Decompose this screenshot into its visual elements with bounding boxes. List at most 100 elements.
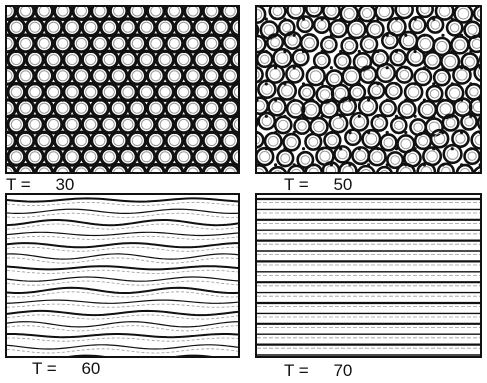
cell-junction bbox=[264, 147, 268, 151]
cell-junction bbox=[89, 147, 93, 151]
cell-inner bbox=[122, 54, 134, 66]
cell-ring bbox=[296, 15, 314, 34]
cell-ring bbox=[356, 164, 376, 172]
cell-ring bbox=[299, 33, 320, 53]
cell-junction bbox=[126, 17, 130, 21]
cell-junction bbox=[33, 17, 37, 21]
cell-junction bbox=[107, 49, 111, 54]
cell-inner bbox=[85, 151, 97, 163]
cell-inner bbox=[308, 136, 319, 147]
cell-junction bbox=[89, 114, 93, 118]
cell-junction bbox=[422, 98, 426, 102]
cell-inner bbox=[224, 37, 236, 49]
cell-junction bbox=[441, 130, 445, 135]
cell-inner bbox=[365, 133, 378, 145]
cell-inner bbox=[244, 103, 254, 113]
cell-junction bbox=[51, 49, 56, 54]
panel-t60-value: 60 bbox=[81, 359, 100, 378]
panel-t30-cells bbox=[7, 0, 257, 194]
wavy-stripe-halo bbox=[7, 303, 238, 308]
cell-junction bbox=[257, 66, 259, 70]
cell-ring bbox=[445, 18, 464, 37]
panel-t50-prefix: T = bbox=[284, 175, 309, 194]
cell-junction bbox=[136, 1, 139, 4]
cell-inner bbox=[271, 101, 283, 113]
cell-inner bbox=[418, 135, 429, 146]
cell-junction bbox=[163, 49, 167, 54]
cell-junction bbox=[339, 82, 343, 86]
cell-inner bbox=[113, 70, 125, 82]
cell-inner bbox=[427, 55, 438, 66]
cell-ring bbox=[295, 0, 312, 4]
cell-inner bbox=[282, 22, 292, 33]
cell-junction bbox=[61, 163, 65, 167]
cell-junction bbox=[329, 163, 333, 167]
cell-inner bbox=[477, 9, 480, 18]
cell-ring bbox=[138, 0, 155, 3]
cell-junction bbox=[367, 66, 371, 70]
cell-junction bbox=[79, 130, 83, 135]
cell-junction bbox=[117, 33, 121, 37]
cell-junction bbox=[246, 18, 249, 21]
cell-ring bbox=[282, 132, 302, 152]
cell-junction bbox=[469, 180, 472, 183]
cell-inner bbox=[337, 149, 348, 160]
cell-ring bbox=[101, 0, 118, 3]
cell-inner bbox=[75, 167, 87, 172]
cell-inner bbox=[160, 184, 170, 194]
cell-ring bbox=[175, 0, 192, 3]
cell-inner bbox=[206, 102, 218, 114]
cell-ring bbox=[453, 7, 474, 24]
cell-inner bbox=[444, 55, 457, 68]
cell-junction bbox=[348, 130, 352, 135]
cell-inner bbox=[29, 118, 41, 130]
cell-inner bbox=[150, 135, 162, 147]
cell-inner bbox=[94, 135, 106, 147]
cell-junction bbox=[330, 1, 333, 4]
cell-junction bbox=[414, 180, 417, 183]
cell-junction bbox=[42, 130, 46, 135]
cell-junction bbox=[70, 49, 74, 54]
wavy-stripe-halo bbox=[7, 348, 238, 354]
cell-junction bbox=[135, 33, 139, 37]
cell-junction bbox=[321, 180, 324, 183]
cell-inner bbox=[206, 167, 218, 172]
cell-ring bbox=[468, 97, 480, 117]
cell-junction bbox=[219, 147, 223, 151]
cell-junction bbox=[7, 98, 9, 102]
cell-inner bbox=[383, 137, 394, 148]
cell-inner bbox=[234, 54, 238, 65]
cell-junction bbox=[311, 66, 315, 70]
cell-inner bbox=[48, 118, 59, 130]
cell-junction bbox=[163, 147, 167, 151]
cell-ring bbox=[297, 83, 316, 102]
cell-junction bbox=[386, 1, 389, 4]
cell-ring bbox=[389, 48, 407, 67]
cell-inner bbox=[290, 103, 302, 115]
cell-junction bbox=[432, 82, 436, 86]
cell-inner bbox=[168, 167, 180, 172]
cell-inner bbox=[66, 86, 78, 98]
cell-ring bbox=[257, 146, 275, 167]
cell-ring bbox=[240, 67, 257, 84]
cell-junction bbox=[247, 99, 250, 102]
cell-inner bbox=[407, 86, 420, 98]
cell-inner bbox=[10, 86, 22, 98]
cell-ring bbox=[257, 79, 277, 100]
cell-junction bbox=[432, 147, 436, 151]
cell-junction bbox=[126, 82, 130, 86]
cell-ring bbox=[375, 62, 397, 84]
cell-junction bbox=[404, 1, 407, 4]
cell-ring bbox=[380, 31, 399, 50]
cell-inner bbox=[206, 37, 218, 49]
cell-inner bbox=[20, 102, 32, 114]
cell-junction bbox=[320, 49, 324, 54]
cell-inner bbox=[38, 102, 50, 114]
cell-junction bbox=[247, 66, 250, 69]
cell-inner bbox=[472, 101, 480, 113]
cell-junction bbox=[238, 180, 241, 183]
cell-inner bbox=[75, 70, 87, 82]
cell-inner bbox=[168, 7, 180, 17]
cell-inner bbox=[168, 102, 180, 114]
cell-junction bbox=[320, 147, 324, 151]
